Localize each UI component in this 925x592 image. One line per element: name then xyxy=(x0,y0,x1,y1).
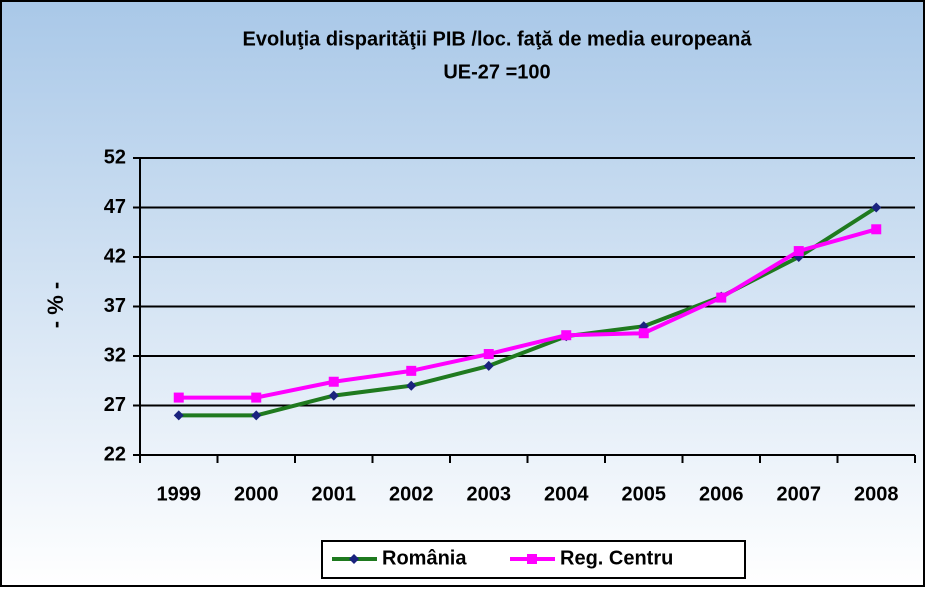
y-axis-label: - % - xyxy=(43,282,68,328)
data-point xyxy=(483,360,494,371)
x-tick-label: 2003 xyxy=(467,483,512,505)
y-tick-label: 42 xyxy=(104,245,126,267)
data-point xyxy=(793,246,804,257)
x-tick-label: 2006 xyxy=(699,483,744,505)
series-line xyxy=(178,227,877,400)
x-tick-label: 1999 xyxy=(157,483,202,505)
data-point xyxy=(406,365,417,376)
data-point xyxy=(173,410,184,421)
legend-marker xyxy=(527,554,537,564)
series-line xyxy=(178,205,878,418)
y-tick-label: 32 xyxy=(104,344,126,366)
data-point xyxy=(871,224,882,235)
data-point xyxy=(251,410,262,421)
data-point xyxy=(328,376,339,387)
data-point xyxy=(251,392,262,403)
data-point xyxy=(871,202,882,213)
y-tick-label: 47 xyxy=(104,196,126,218)
chart-subtitle: UE-27 =100 xyxy=(443,61,550,83)
y-tick-label: 37 xyxy=(104,295,126,317)
data-point xyxy=(328,390,339,401)
legend-marker xyxy=(349,554,359,564)
y-tick-label: 22 xyxy=(104,443,126,465)
legend-label: România xyxy=(382,547,467,569)
x-tick-label: 2008 xyxy=(854,483,899,505)
x-tick-label: 2004 xyxy=(544,483,589,505)
data-point xyxy=(561,330,572,341)
x-tick-label: 2007 xyxy=(777,483,822,505)
y-tick-label: 27 xyxy=(104,394,126,416)
x-tick-label: 2001 xyxy=(312,483,357,505)
x-tick-label: 2002 xyxy=(389,483,434,505)
data-point xyxy=(483,349,494,360)
data-point xyxy=(406,380,417,391)
x-tick-label: 2000 xyxy=(234,483,279,505)
y-tick-label: 52 xyxy=(104,146,126,168)
data-point xyxy=(638,328,649,339)
data-point xyxy=(716,292,727,303)
data-point xyxy=(173,392,184,403)
chart-title: Evoluţia disparităţii PIB /loc. faţă de … xyxy=(242,28,752,50)
x-tick-label: 2005 xyxy=(622,483,667,505)
legend-label: Reg. Centru xyxy=(560,547,673,569)
